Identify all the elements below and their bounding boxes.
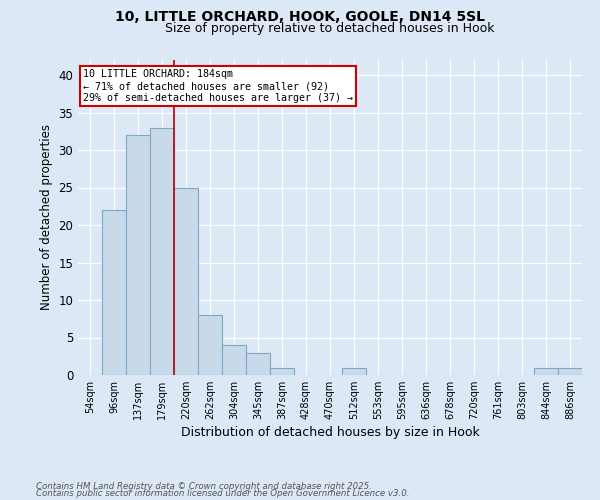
Bar xyxy=(222,345,246,375)
Bar xyxy=(342,368,366,375)
X-axis label: Distribution of detached houses by size in Hook: Distribution of detached houses by size … xyxy=(181,426,479,439)
Bar xyxy=(126,135,150,375)
Bar xyxy=(558,368,582,375)
Text: 10 LITTLE ORCHARD: 184sqm
← 71% of detached houses are smaller (92)
29% of semi-: 10 LITTLE ORCHARD: 184sqm ← 71% of detac… xyxy=(83,70,353,102)
Title: Size of property relative to detached houses in Hook: Size of property relative to detached ho… xyxy=(165,22,495,35)
Bar xyxy=(246,352,270,375)
Bar xyxy=(534,368,558,375)
Bar xyxy=(150,128,174,375)
Bar xyxy=(102,210,126,375)
Bar xyxy=(198,315,222,375)
Y-axis label: Number of detached properties: Number of detached properties xyxy=(40,124,53,310)
Text: Contains public sector information licensed under the Open Government Licence v3: Contains public sector information licen… xyxy=(36,490,409,498)
Bar xyxy=(270,368,294,375)
Text: 10, LITTLE ORCHARD, HOOK, GOOLE, DN14 5SL: 10, LITTLE ORCHARD, HOOK, GOOLE, DN14 5S… xyxy=(115,10,485,24)
Bar xyxy=(174,188,198,375)
Text: Contains HM Land Registry data © Crown copyright and database right 2025.: Contains HM Land Registry data © Crown c… xyxy=(36,482,372,491)
